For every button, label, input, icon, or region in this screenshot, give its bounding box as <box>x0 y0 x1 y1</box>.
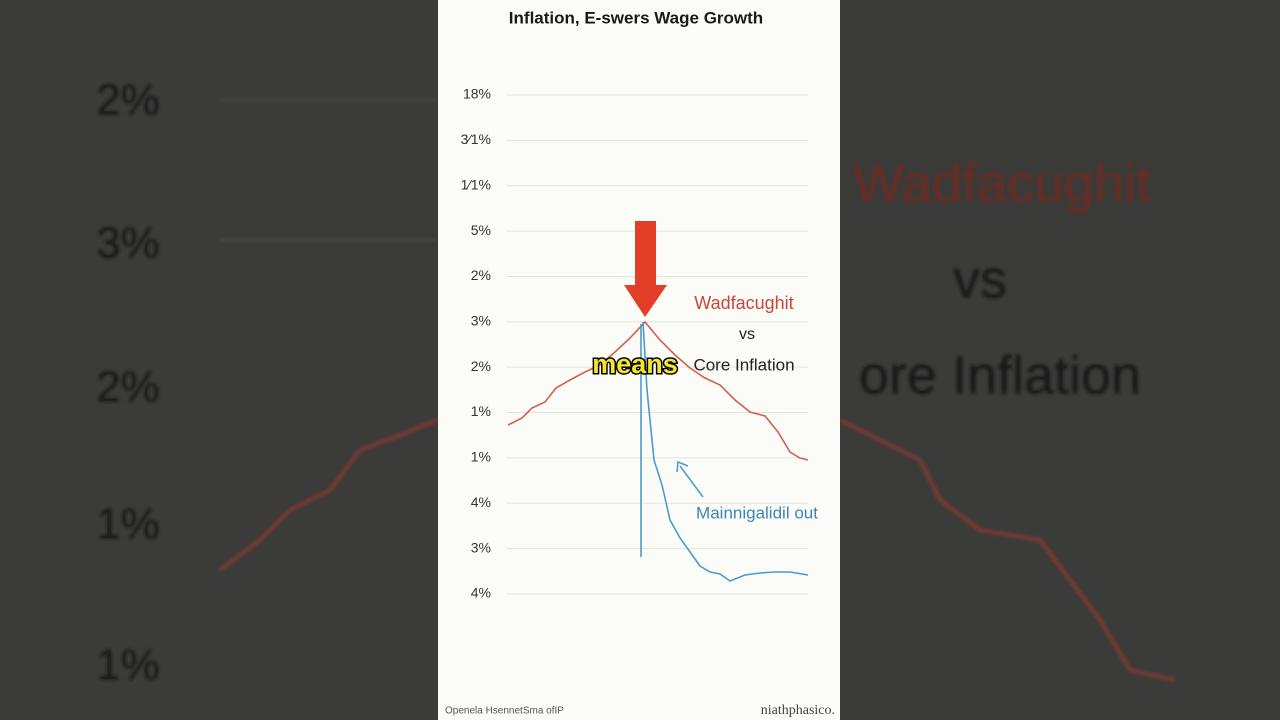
red-line <box>507 320 809 461</box>
axis-label: 2% <box>471 267 491 283</box>
annotation: Mainnigalidil out <box>696 503 818 522</box>
axis-label: 1⁄1% <box>461 176 491 192</box>
legend-vs: vs <box>739 326 755 343</box>
axis-label: 3⁄1% <box>461 131 491 147</box>
footer-right: niathphasico. <box>761 703 835 718</box>
blue-line <box>642 321 809 582</box>
legend-second: Core Inflation <box>693 355 794 374</box>
axis-label: 2% <box>471 358 491 374</box>
axis-label: 3% <box>471 539 491 555</box>
legend-first: Wadfacughit <box>694 293 793 313</box>
caption: means <box>592 349 678 379</box>
bg-label: 3% <box>96 219 160 268</box>
bg-line <box>839 418 1176 682</box>
bg-label: ore Inflation <box>859 345 1141 405</box>
bg-label: Wadfacughit <box>853 153 1151 213</box>
panel-title: Inflation, E-swers Wage Growth <box>509 8 763 27</box>
annotation-arrow <box>679 465 704 498</box>
red-arrow <box>624 221 667 317</box>
bg-label: 2% <box>96 363 160 412</box>
axis-label: 3% <box>471 313 491 329</box>
blurred-backdrop: 2% 3% 2% 1% 1% Wadfacughit vs ore Inflation <box>96 76 1176 690</box>
bg-line <box>218 418 439 572</box>
annotation-arrow-head <box>676 460 689 473</box>
axis-label: 18% <box>463 86 491 102</box>
bg-label: 2% <box>96 76 160 125</box>
bg-label: 1% <box>96 500 160 549</box>
axis-label: 4% <box>471 494 491 510</box>
bg-label: vs <box>953 249 1007 309</box>
axis-label: 1% <box>471 403 491 419</box>
axis-label: 5% <box>471 222 491 238</box>
footer-left: Openela HsennetSma ofIP <box>445 706 564 717</box>
grid: 18% 3⁄1% 1⁄1% 5% 2% 3% 2% 1% 1% 4% 3% 4% <box>461 86 808 601</box>
chart-panel <box>438 0 840 720</box>
bg-label: 1% <box>96 641 160 690</box>
axis-label: 4% <box>471 585 491 601</box>
axis-label: 1% <box>471 449 491 465</box>
